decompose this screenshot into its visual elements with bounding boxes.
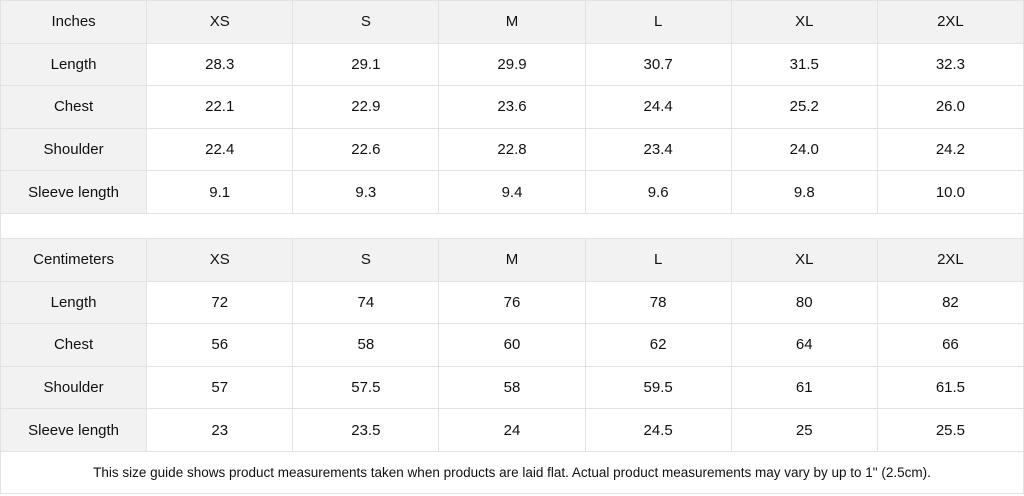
value-cell: 24 — [438, 408, 586, 452]
value-cell: 22.9 — [292, 85, 440, 129]
value-cell: 24.0 — [730, 127, 878, 172]
size-header: S — [292, 237, 440, 282]
size-header: 2XL — [876, 0, 1024, 44]
spacer — [0, 212, 1024, 239]
value-cell: 24.4 — [584, 85, 732, 129]
size-header: XS — [146, 237, 294, 282]
value-cell: 22.6 — [292, 127, 440, 172]
value-cell: 9.6 — [584, 170, 732, 214]
value-cell: 9.4 — [438, 170, 586, 214]
value-cell: 23.5 — [292, 408, 440, 452]
value-cell: 56 — [146, 323, 294, 367]
value-cell: 25 — [730, 408, 878, 452]
value-cell: 80 — [730, 280, 878, 325]
value-cell: 9.1 — [146, 170, 294, 214]
value-cell: 22.4 — [146, 127, 294, 172]
table-row: Shoulder 57 57.5 58 59.5 61 61.5 — [0, 365, 1024, 410]
value-cell: 57 — [146, 365, 294, 410]
row-label: Shoulder — [0, 365, 148, 410]
row-label: Shoulder — [0, 127, 148, 172]
header-row: Inches XS S M L XL 2XL — [0, 0, 1024, 44]
value-cell: 72 — [146, 280, 294, 325]
value-cell: 57.5 — [292, 365, 440, 410]
size-header: XL — [730, 237, 878, 282]
size-header: XS — [146, 0, 294, 44]
value-cell: 23.4 — [584, 127, 732, 172]
value-cell: 23 — [146, 408, 294, 452]
value-cell: 29.1 — [292, 42, 440, 87]
table-row: Sleeve length 9.1 9.3 9.4 9.6 9.8 10.0 — [0, 170, 1024, 214]
value-cell: 61 — [730, 365, 878, 410]
value-cell: 82 — [876, 280, 1024, 325]
value-cell: 61.5 — [876, 365, 1024, 410]
table-row: Length 28.3 29.1 29.9 30.7 31.5 32.3 — [0, 42, 1024, 87]
value-cell: 24.2 — [876, 127, 1024, 172]
value-cell: 66 — [876, 323, 1024, 367]
value-cell: 29.9 — [438, 42, 586, 87]
size-header: L — [584, 0, 732, 44]
value-cell: 62 — [584, 323, 732, 367]
value-cell: 25.5 — [876, 408, 1024, 452]
unit-header: Inches — [0, 0, 148, 44]
value-cell: 22.1 — [146, 85, 294, 129]
value-cell: 78 — [584, 280, 732, 325]
size-header: 2XL — [876, 237, 1024, 282]
value-cell: 26.0 — [876, 85, 1024, 129]
value-cell: 59.5 — [584, 365, 732, 410]
value-cell: 58 — [438, 365, 586, 410]
spacer-row — [0, 212, 1024, 239]
header-row: Centimeters XS S M L XL 2XL — [0, 237, 1024, 282]
size-header: M — [438, 237, 586, 282]
row-label: Sleeve length — [0, 408, 148, 452]
value-cell: 25.2 — [730, 85, 878, 129]
table-row: Shoulder 22.4 22.6 22.8 23.4 24.0 24.2 — [0, 127, 1024, 172]
row-label: Sleeve length — [0, 170, 148, 214]
value-cell: 64 — [730, 323, 878, 367]
table-row: Chest 22.1 22.9 23.6 24.4 25.2 26.0 — [0, 85, 1024, 129]
value-cell: 32.3 — [876, 42, 1024, 87]
row-label: Length — [0, 42, 148, 87]
value-cell: 28.3 — [146, 42, 294, 87]
size-note: This size guide shows product measuremen… — [0, 450, 1024, 494]
value-cell: 23.6 — [438, 85, 586, 129]
value-cell: 31.5 — [730, 42, 878, 87]
size-header: S — [292, 0, 440, 44]
value-cell: 74 — [292, 280, 440, 325]
size-header: XL — [730, 0, 878, 44]
value-cell: 24.5 — [584, 408, 732, 452]
row-label: Chest — [0, 323, 148, 367]
table-row: Sleeve length 23 23.5 24 24.5 25 25.5 — [0, 408, 1024, 452]
note-row: This size guide shows product measuremen… — [0, 450, 1024, 494]
row-label: Length — [0, 280, 148, 325]
size-header: L — [584, 237, 732, 282]
value-cell: 9.8 — [730, 170, 878, 214]
value-cell: 60 — [438, 323, 586, 367]
value-cell: 22.8 — [438, 127, 586, 172]
value-cell: 30.7 — [584, 42, 732, 87]
table-row: Length 72 74 76 78 80 82 — [0, 280, 1024, 325]
unit-header: Centimeters — [0, 237, 148, 282]
value-cell: 58 — [292, 323, 440, 367]
row-label: Chest — [0, 85, 148, 129]
value-cell: 76 — [438, 280, 586, 325]
size-header: M — [438, 0, 586, 44]
table-row: Chest 56 58 60 62 64 66 — [0, 323, 1024, 367]
value-cell: 9.3 — [292, 170, 440, 214]
value-cell: 10.0 — [876, 170, 1024, 214]
